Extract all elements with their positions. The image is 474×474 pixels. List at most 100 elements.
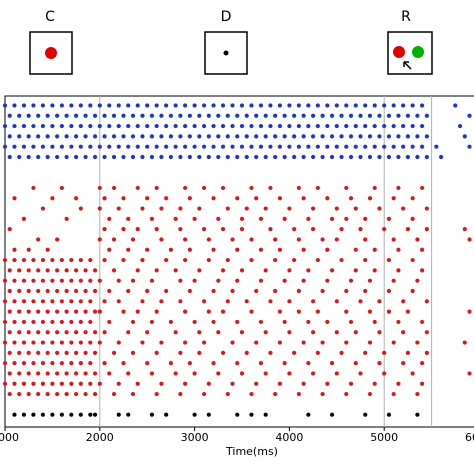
spike: [69, 144, 74, 149]
spike: [145, 196, 150, 201]
spike: [201, 103, 207, 108]
spike: [424, 134, 429, 139]
spike: [97, 309, 102, 314]
spike: [107, 288, 112, 294]
spike: [102, 299, 107, 304]
spike: [296, 391, 301, 397]
spike: [273, 288, 278, 294]
spike: [420, 247, 425, 252]
spike: [254, 196, 259, 201]
spike: [197, 113, 202, 118]
spike: [121, 361, 126, 366]
spike: [254, 134, 259, 139]
spike: [372, 381, 377, 386]
spike: [83, 330, 88, 335]
spike: [367, 154, 373, 160]
spike: [178, 113, 183, 118]
spike: [154, 103, 159, 108]
spike: [382, 123, 387, 129]
spike: [363, 144, 368, 149]
spike: [21, 257, 27, 263]
spike: [211, 361, 216, 366]
spike: [396, 113, 401, 118]
spike: [420, 319, 425, 325]
spike: [102, 257, 107, 263]
spike: [230, 381, 235, 386]
spike: [225, 299, 230, 304]
spike: [410, 257, 415, 263]
spike: [348, 154, 354, 160]
spike: [126, 371, 131, 376]
spike: [201, 185, 207, 191]
spike: [2, 381, 8, 386]
spike: [97, 123, 102, 129]
spike: [130, 237, 136, 242]
spike: [17, 113, 22, 118]
panel-d: D: [204, 9, 248, 75]
spike: [2, 257, 8, 263]
spike: [254, 154, 259, 160]
spike: [344, 103, 349, 108]
spike: [462, 134, 467, 139]
spike: [140, 113, 145, 118]
spike: [135, 227, 140, 232]
spike: [159, 154, 164, 160]
spike: [296, 103, 301, 108]
spike: [311, 134, 316, 139]
spike: [83, 113, 88, 118]
spike: [149, 134, 155, 139]
spike: [92, 268, 98, 273]
spike: [244, 206, 249, 211]
spike: [26, 288, 31, 294]
spike: [21, 340, 27, 345]
spike: [130, 391, 136, 397]
spike: [201, 227, 207, 232]
spike: [64, 330, 69, 335]
spike: [363, 103, 368, 108]
spike: [121, 196, 126, 201]
spike: [386, 288, 392, 294]
spike: [140, 206, 145, 211]
spike: [249, 412, 254, 417]
spike: [17, 371, 22, 376]
spike: [50, 257, 55, 263]
spike: [64, 371, 69, 376]
spike: [225, 134, 230, 139]
spike: [126, 123, 131, 129]
spike: [92, 309, 98, 314]
spike: [192, 123, 197, 129]
spike: [59, 144, 64, 149]
spike: [353, 247, 358, 252]
spike: [311, 299, 316, 304]
spike: [40, 361, 46, 366]
spike: [206, 257, 211, 263]
spike: [92, 113, 98, 118]
spike: [268, 350, 273, 355]
spike: [367, 134, 373, 139]
spike: [277, 103, 283, 108]
spike: [277, 340, 283, 345]
spike: [353, 330, 358, 335]
spike: [367, 278, 373, 283]
spike: [386, 257, 392, 263]
spike: [372, 247, 377, 252]
spike: [116, 381, 121, 386]
spike: [382, 371, 387, 376]
spike: [424, 227, 429, 232]
spike: [69, 340, 74, 345]
spike: [7, 268, 12, 273]
spike: [220, 309, 226, 314]
spike: [26, 134, 31, 139]
spike: [130, 350, 136, 355]
spike: [311, 206, 316, 211]
spike: [225, 257, 230, 263]
spike: [36, 371, 41, 376]
spike: [197, 154, 202, 160]
spike: [111, 268, 117, 273]
spike: [372, 268, 377, 273]
spike: [21, 381, 27, 386]
spike: [230, 237, 235, 242]
spike: [130, 319, 136, 325]
spike: [405, 154, 410, 160]
spike: [282, 216, 287, 221]
